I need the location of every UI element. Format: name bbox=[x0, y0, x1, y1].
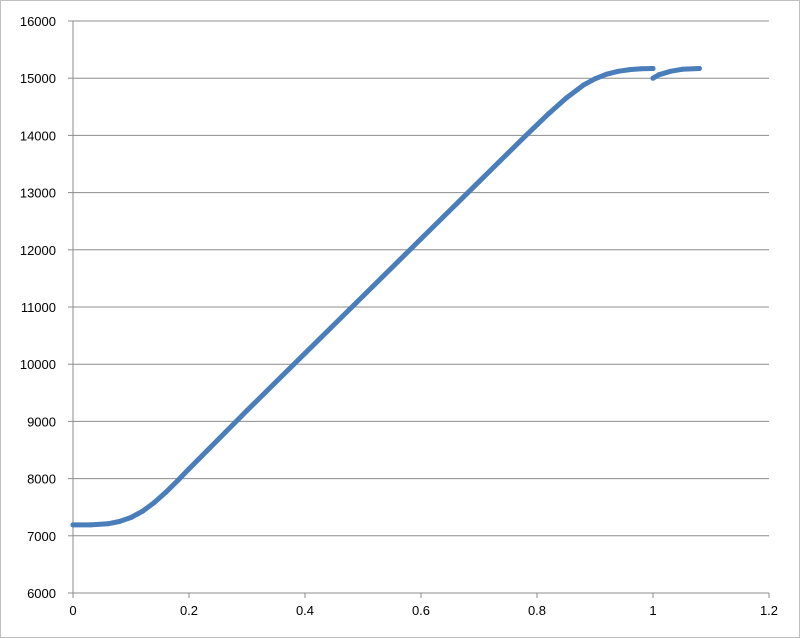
data-point bbox=[679, 66, 685, 72]
x-tick-label: 0.6 bbox=[412, 603, 430, 618]
x-tick-label: 0.8 bbox=[528, 603, 546, 618]
data-point bbox=[650, 75, 656, 81]
y-tick-label: 14000 bbox=[20, 128, 56, 143]
data-point bbox=[696, 65, 702, 71]
x-tick-label: 1.2 bbox=[760, 603, 778, 618]
data-point bbox=[140, 508, 146, 514]
x-tick-label: 1 bbox=[649, 603, 656, 618]
data-point bbox=[667, 68, 673, 74]
data-point bbox=[476, 179, 482, 185]
data-point bbox=[418, 236, 424, 242]
y-tick-label: 7000 bbox=[27, 529, 56, 544]
data-point bbox=[163, 489, 169, 495]
y-tick-label: 8000 bbox=[27, 472, 56, 487]
data-point bbox=[151, 500, 157, 506]
data-point bbox=[638, 66, 644, 72]
y-tick-label: 12000 bbox=[20, 243, 56, 258]
y-tick-label: 11000 bbox=[21, 300, 56, 315]
data-point bbox=[87, 522, 93, 528]
x-tick-label: 0.4 bbox=[296, 603, 314, 618]
data-point bbox=[244, 408, 250, 414]
data-point bbox=[105, 521, 111, 527]
data-point bbox=[656, 72, 662, 78]
data-point bbox=[186, 466, 192, 472]
data-point bbox=[592, 76, 598, 82]
y-tick-label: 15000 bbox=[20, 71, 56, 86]
data-point bbox=[627, 67, 633, 73]
data-point bbox=[360, 293, 366, 299]
x-tick-label: 0.2 bbox=[180, 603, 198, 618]
data-point bbox=[650, 65, 656, 71]
data-point bbox=[563, 95, 569, 101]
data-point bbox=[302, 350, 308, 356]
y-tick-label: 6000 bbox=[27, 586, 56, 601]
data-point bbox=[128, 514, 134, 520]
y-tick-label: 10000 bbox=[20, 357, 56, 372]
data-point bbox=[615, 68, 621, 74]
data-point bbox=[522, 133, 528, 139]
y-tick-label: 16000 bbox=[20, 14, 56, 29]
data-point bbox=[580, 82, 586, 88]
data-point bbox=[604, 71, 610, 77]
data-point bbox=[546, 111, 552, 117]
data-point bbox=[70, 522, 76, 528]
y-tick-label: 9000 bbox=[27, 414, 56, 429]
data-point bbox=[116, 519, 122, 524]
x-tick-label: 0 bbox=[69, 603, 76, 618]
y-tick-label: 13000 bbox=[20, 186, 56, 201]
data-point bbox=[174, 478, 180, 484]
